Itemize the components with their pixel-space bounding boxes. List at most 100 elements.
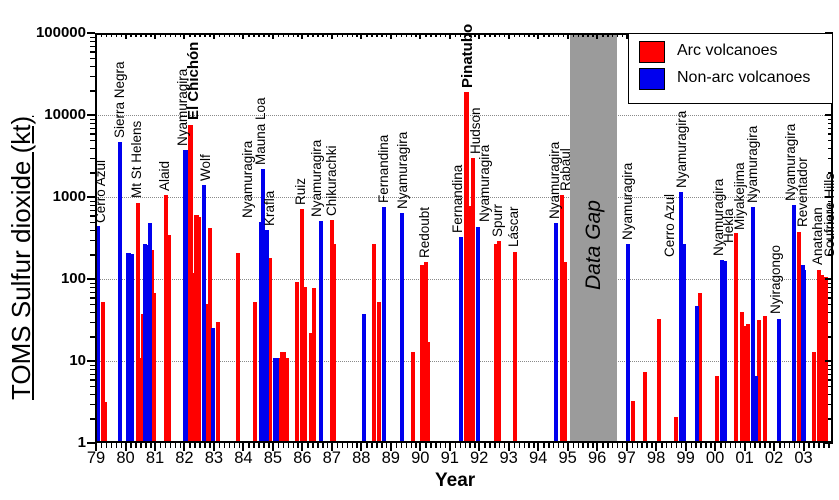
x-tick-label: 88: [352, 449, 371, 467]
y-minor-tick: [90, 418, 95, 420]
y-minor-tick: [90, 75, 95, 78]
x-minor-tick: [326, 443, 329, 448]
y-minor-tick: [90, 286, 95, 289]
y-minor-tick: [90, 282, 95, 285]
x-minor-tick-top: [528, 33, 530, 37]
bar-arc: [739, 311, 744, 443]
x-tick-label: 03: [794, 449, 813, 467]
volcano-label: Mauna Loa: [253, 97, 268, 165]
bar-arc: [311, 288, 316, 443]
x-major-tick: [773, 443, 775, 451]
y-minor-tick: [90, 229, 95, 232]
x-minor-tick: [297, 443, 299, 448]
bar-arc: [208, 227, 213, 443]
x-minor-tick: [371, 443, 373, 448]
y-minor-tick: [90, 379, 95, 381]
bar-arc: [467, 206, 472, 443]
volcano-label: Fernandina: [376, 134, 391, 203]
bar-nonarc: [678, 192, 683, 443]
x-minor-tick: [189, 443, 191, 448]
y-minor-tick: [90, 45, 95, 48]
x-minor-tick-top: [503, 33, 506, 37]
x-minor-tick: [150, 443, 152, 448]
bar-nonarc: [459, 237, 464, 443]
x-minor-tick-top: [169, 33, 172, 37]
x-major-tick: [448, 443, 451, 451]
bar-arc: [163, 194, 168, 443]
x-minor-tick: [277, 443, 280, 448]
x-minor-tick: [602, 443, 604, 448]
x-minor-tick: [248, 443, 250, 448]
y-minor-tick: [90, 303, 95, 306]
y-minor-tick-right: [828, 133, 833, 135]
bar-nonarc: [754, 376, 759, 443]
x-minor-tick: [651, 443, 653, 448]
x-major-tick: [743, 443, 746, 451]
x-minor-tick: [734, 443, 737, 448]
data-gap-label: Data Gap: [581, 200, 605, 290]
x-minor-tick: [661, 443, 663, 448]
x-minor-tick-top: [577, 33, 579, 37]
x-minor-tick-top: [145, 33, 147, 37]
x-minor-tick: [395, 443, 398, 448]
x-minor-tick: [533, 443, 535, 448]
bar-nonarc: [681, 243, 686, 443]
x-minor-tick-top: [199, 33, 201, 37]
x-tick-label: 80: [116, 449, 135, 467]
x-tick-label: 85: [263, 449, 283, 467]
legend-arc-swatch: [639, 41, 665, 63]
bar-arc: [410, 351, 415, 443]
x-major-tick-top: [301, 33, 304, 39]
x-minor-tick-top: [189, 33, 191, 37]
x-minor-tick-top: [484, 33, 486, 37]
x-minor-tick: [209, 443, 211, 448]
x-minor-tick: [169, 443, 172, 448]
x-minor-tick-top: [430, 33, 432, 37]
x-major-tick: [301, 443, 304, 451]
x-major-tick: [507, 443, 510, 451]
y-minor-tick-right: [828, 311, 833, 314]
y-minor-tick: [90, 127, 95, 130]
x-minor-tick-top: [110, 33, 113, 37]
x-minor-tick: [439, 443, 442, 448]
volcano-label: Nyiragongo: [768, 244, 783, 314]
x-major-tick: [271, 443, 274, 451]
bar-arc: [423, 262, 428, 443]
y-major-tick: [87, 360, 95, 362]
x-minor-tick: [720, 443, 722, 448]
y-minor-tick: [90, 209, 95, 212]
y-minor-tick: [90, 40, 95, 43]
x-minor-tick: [636, 443, 638, 448]
bar-arc: [100, 301, 105, 443]
x-minor-tick: [710, 443, 712, 448]
x-major-tick-top: [566, 33, 569, 39]
x-minor-tick-top: [356, 33, 358, 37]
bar-arc: [135, 202, 140, 443]
x-minor-tick-top: [435, 33, 437, 37]
volcano-label: Nyamuragira: [674, 110, 689, 188]
y-minor-tick-right: [828, 393, 833, 396]
x-minor-tick-top: [233, 33, 236, 37]
x-minor-tick-top: [277, 33, 280, 37]
x-minor-tick: [724, 443, 727, 448]
x-minor-tick: [405, 443, 407, 448]
bar-arc: [138, 357, 143, 443]
x-major-tick-top: [330, 33, 333, 39]
x-minor-tick: [808, 443, 810, 448]
x-minor-tick: [552, 443, 555, 448]
x-minor-tick: [194, 443, 196, 448]
x-minor-tick: [415, 443, 417, 448]
x-minor-tick: [474, 443, 476, 448]
x-minor-tick-top: [105, 33, 108, 37]
volcano-label: Rabaul: [558, 148, 573, 191]
x-minor-tick: [376, 443, 378, 448]
x-tick-label: 98: [646, 449, 666, 467]
bar-nonarc: [318, 221, 323, 443]
x-minor-tick-top: [464, 33, 466, 37]
x-minor-tick: [739, 443, 742, 448]
x-major-tick: [154, 443, 156, 451]
y-minor-tick-right: [828, 221, 833, 224]
x-minor-tick: [253, 443, 255, 448]
volcano-label: Wolf: [198, 154, 213, 181]
